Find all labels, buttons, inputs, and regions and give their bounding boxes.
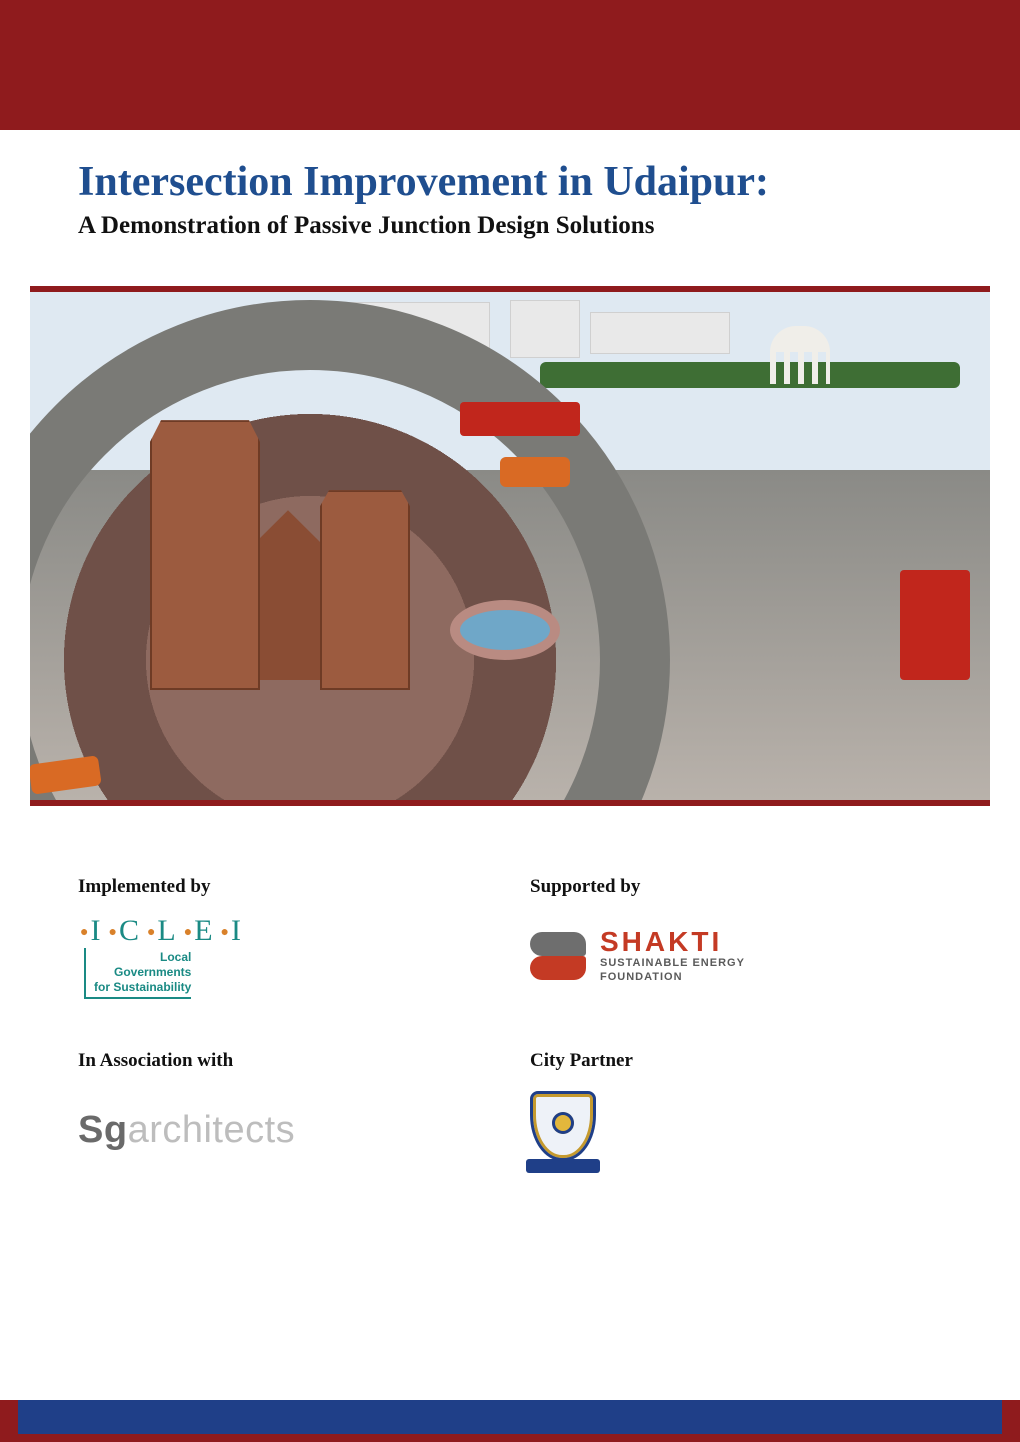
title-block: Intersection Improvement in Udaipur: A D… [0,130,1020,256]
bottom-color-band [0,1400,1020,1442]
iclei-wordmark: ●I●C●L●E●I [78,914,247,948]
sun-icon [552,1112,574,1134]
background-building [510,300,580,358]
shakti-mark-icon [530,928,586,984]
bus-icon [460,402,580,436]
sgarchitects-logo: Sgarchitects [78,1090,490,1170]
implemented-by-block: Implemented by ●I●C●L●E●I Local Governme… [78,876,490,996]
page-subtitle: A Demonstration of Passive Junction Desi… [78,212,1020,240]
supported-by-block: Supported by SHAKTI SUSTAINABLE ENERGY F… [530,876,942,996]
shield-icon [530,1091,596,1161]
gate-tower [150,420,260,690]
gate-tower [320,490,410,690]
background-building [590,312,730,354]
sga-light: architects [128,1109,296,1151]
partners-grid: Implemented by ●I●C●L●E●I Local Governme… [0,806,1020,1170]
heritage-gate [150,420,410,690]
ribbon-icon [526,1159,600,1173]
iclei-logo: ●I●C●L●E●I Local Governments for Sustain… [78,916,490,996]
hedge-row [540,362,960,388]
iclei-tagline: Local Governments for Sustainability [84,948,191,999]
city-partner-block: City Partner [530,1050,942,1170]
association-block: In Association with Sgarchitects [78,1050,490,1170]
hero-illustration [30,286,990,806]
shakti-logo: SHAKTI SUSTAINABLE ENERGY FOUNDATION [530,916,942,996]
sga-bold: Sg [78,1109,128,1151]
page-title: Intersection Improvement in Udaipur: [78,158,1020,206]
car-icon [500,457,570,487]
city-partner-emblem [530,1090,942,1170]
implemented-by-label: Implemented by [78,876,490,898]
top-color-band [0,0,1020,130]
city-partner-label: City Partner [530,1050,942,1072]
hero-wrap [0,256,1020,806]
gazebo [770,326,830,386]
shakti-wordmark: SHAKTI SUSTAINABLE ENERGY FOUNDATION [600,928,745,985]
bus-icon [900,570,970,680]
association-label: In Association with [78,1050,490,1072]
supported-by-label: Supported by [530,876,942,898]
bottom-inner-band [18,1400,1002,1434]
